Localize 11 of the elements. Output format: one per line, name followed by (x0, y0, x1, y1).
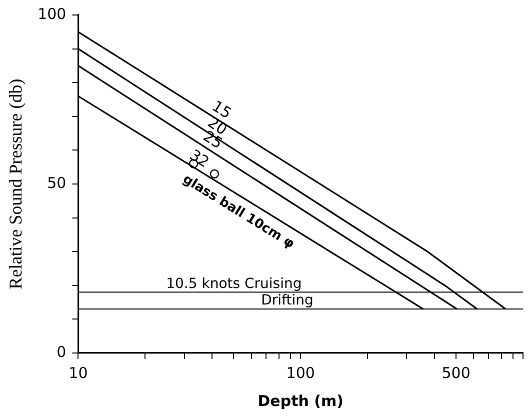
x-tick-label: 10 (68, 364, 88, 382)
x-axis-title: Depth (m) (258, 392, 344, 410)
y-tick-label: 0 (56, 342, 66, 361)
y-tick-label: 50 (47, 174, 66, 192)
y-tick-label: 100 (38, 4, 66, 23)
x-tick-label: 500 (442, 364, 470, 382)
ref-line-label: 10.5 knots Cruising (166, 276, 302, 292)
y-axis-title: Relative Sound Pressure (db) (6, 78, 26, 290)
x-tick-label: 100 (286, 364, 315, 382)
ref-line-label: Drifting (261, 292, 314, 309)
text: 32 (186, 146, 212, 172)
